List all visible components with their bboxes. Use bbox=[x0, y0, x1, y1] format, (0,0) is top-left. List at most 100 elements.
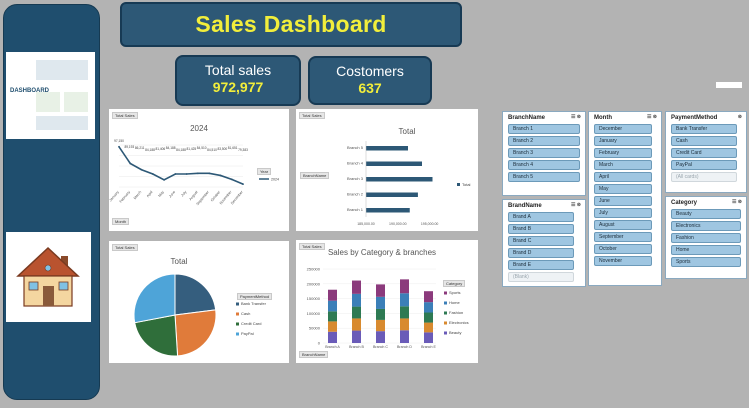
total-sales-card: Total sales 972,977 bbox=[175, 55, 301, 106]
slicer-brandname[interactable]: BrandName ☰ ⊗ Brand A Brand B Brand C Brand… bbox=[502, 199, 586, 287]
branchname-filter-button[interactable]: BranchName bbox=[300, 172, 330, 179]
stacked-segment bbox=[352, 280, 361, 294]
slicer-title-brandname: BrandName bbox=[508, 203, 542, 209]
stacked-segment bbox=[376, 296, 385, 309]
slicer-item[interactable]: Credit Card bbox=[671, 148, 737, 158]
total-sales-value: 972,977 bbox=[212, 79, 264, 95]
stacked-segment bbox=[400, 330, 409, 343]
slicer-item[interactable]: Sports bbox=[671, 257, 741, 267]
slicer-items: December January February March April May June… bbox=[589, 124, 661, 266]
slicer-item[interactable]: Brand E bbox=[508, 260, 574, 270]
y-tick-label: Branch 5 bbox=[347, 145, 364, 150]
branch-bar-panel[interactable]: Total Sales Total Branch 5 Branch 4 Branch… bbox=[296, 109, 478, 231]
slicer-item[interactable]: June bbox=[594, 196, 652, 206]
slicer-item[interactable]: September bbox=[594, 232, 652, 242]
legend-label: Credit Card bbox=[241, 321, 261, 326]
slicer-item[interactable]: November bbox=[594, 256, 652, 266]
slicer-item[interactable]: PayPal bbox=[671, 160, 737, 170]
stacked-segment bbox=[400, 279, 409, 294]
line-chart-field-button[interactable]: Total Sales bbox=[112, 112, 138, 119]
pie-chart-field-button[interactable]: Total Sales bbox=[112, 244, 138, 251]
slicer-item[interactable]: (All cards) bbox=[671, 172, 737, 182]
slicer-item[interactable]: Branch 2 bbox=[508, 136, 580, 146]
series-line-2024 bbox=[118, 146, 244, 185]
slicer-item[interactable]: April bbox=[594, 172, 652, 182]
dashboard-thumbnail[interactable]: DASHBOARD bbox=[6, 52, 95, 139]
branchname-filter-button-2[interactable]: BranchName bbox=[299, 351, 329, 358]
slicer-payment[interactable]: PaymentMethod ⊗ Bank Transfer Cash Credit … bbox=[665, 111, 747, 193]
slicer-item[interactable]: Cash bbox=[671, 136, 737, 146]
slicer-item[interactable]: Home bbox=[671, 245, 741, 255]
line-chart-title: 2024 bbox=[190, 124, 208, 133]
stacked-segment bbox=[328, 321, 337, 332]
x-tick-label: Branch B bbox=[349, 345, 364, 349]
slicer-item[interactable]: Branch 4 bbox=[508, 160, 580, 170]
customers-value: 637 bbox=[358, 80, 382, 96]
multi-select-icon[interactable]: ☰ ⊗ bbox=[570, 202, 581, 208]
bar-chart-field-button[interactable]: Total Sales bbox=[299, 112, 325, 119]
data-point bbox=[230, 178, 233, 181]
multi-select-icon[interactable]: ☰ ⊗ bbox=[731, 199, 742, 205]
x-tick-label: May bbox=[157, 190, 165, 198]
slicer-item[interactable]: March bbox=[594, 160, 652, 170]
data-label: 83,500 bbox=[217, 147, 227, 151]
paymentmethod-filter-button[interactable]: PaymentMethod bbox=[237, 293, 273, 300]
multi-select-icon[interactable]: ☰ ⊗ bbox=[570, 114, 581, 120]
slicer-month[interactable]: Month ☰ ⊗ December January February March Ap… bbox=[588, 111, 662, 286]
legend-swatch bbox=[444, 291, 447, 295]
line-chart-panel[interactable]: Total Sales 2024 97,150 89,193 86,211 84,18… bbox=[109, 109, 289, 231]
house-icon bbox=[16, 246, 80, 307]
data-point bbox=[185, 173, 188, 175]
y-tick-label: 250000 bbox=[307, 267, 321, 272]
slicer-item[interactable]: Branch 3 bbox=[508, 148, 580, 158]
slicer-item[interactable]: Brand B bbox=[508, 224, 574, 234]
data-label: 81,651 bbox=[228, 146, 238, 150]
slicer-item[interactable]: Fashion bbox=[671, 233, 741, 243]
legend-swatch bbox=[457, 183, 460, 186]
multi-select-icon[interactable]: ☰ ⊗ bbox=[646, 114, 657, 120]
data-point bbox=[242, 183, 244, 185]
slicer-item[interactable]: December bbox=[594, 124, 652, 134]
legend-label: Sports bbox=[449, 290, 461, 295]
slicer-items: Branch 1 Branch 2 Branch 3 Branch 4 Branch 5 bbox=[503, 124, 585, 182]
slicer-item[interactable]: January bbox=[594, 136, 652, 146]
legend-label: Total bbox=[462, 182, 471, 187]
legend-swatch bbox=[444, 301, 447, 305]
data-label: 97,150 bbox=[114, 139, 124, 143]
category-filter-button[interactable]: Category bbox=[443, 280, 466, 287]
home-button[interactable] bbox=[6, 232, 91, 322]
slicer-item[interactable]: February bbox=[594, 148, 652, 158]
data-point bbox=[129, 162, 132, 165]
slicer-title-branchname: BranchName bbox=[508, 115, 546, 121]
slicer-item[interactable]: July bbox=[594, 208, 652, 218]
slicer-item[interactable]: August bbox=[594, 220, 652, 230]
x-tick-label: December bbox=[230, 189, 244, 205]
slicer-item[interactable]: Bank Transfer bbox=[671, 124, 737, 134]
year-filter-button[interactable]: Year bbox=[257, 168, 272, 175]
slicer-item[interactable]: October bbox=[594, 244, 652, 254]
category-stacked-panel[interactable]: Total Sales Sales by Category & branches… bbox=[296, 240, 478, 363]
slicer-item[interactable]: Electronics bbox=[671, 221, 741, 231]
slicer-item[interactable]: Branch 1 bbox=[508, 124, 580, 134]
slicer-item[interactable]: Brand A bbox=[508, 212, 574, 222]
stacked-chart-field-button[interactable]: Total Sales bbox=[299, 243, 325, 250]
slicer-item[interactable]: Branch 5 bbox=[508, 172, 580, 182]
payment-pie-panel[interactable]: Total Sales Total Bank Transfer Cash Credi… bbox=[109, 241, 289, 363]
month-filter-button[interactable]: Month bbox=[112, 218, 130, 225]
slicer-category[interactable]: Category ☰ ⊗ Beauty Electronics Fashion Hom… bbox=[665, 196, 747, 279]
y-tick-label: 0 bbox=[318, 341, 321, 346]
slicer-item[interactable]: May bbox=[594, 184, 652, 194]
slicer-header: Category ☰ ⊗ bbox=[666, 197, 746, 209]
stacked-segment bbox=[376, 331, 385, 343]
data-point bbox=[118, 145, 120, 148]
slicer-item[interactable]: Beauty bbox=[671, 209, 741, 219]
legend-label: Beauty bbox=[449, 330, 461, 335]
blank-shape bbox=[716, 82, 742, 88]
thumb-panel bbox=[36, 92, 60, 112]
slicer-item[interactable]: Brand D bbox=[508, 248, 574, 258]
slicer-item[interactable]: (Blank) bbox=[508, 272, 574, 282]
data-label: 79,383 bbox=[238, 148, 248, 152]
clear-filter-icon[interactable]: ⊗ bbox=[737, 114, 742, 120]
slicer-item[interactable]: Brand C bbox=[508, 236, 574, 246]
